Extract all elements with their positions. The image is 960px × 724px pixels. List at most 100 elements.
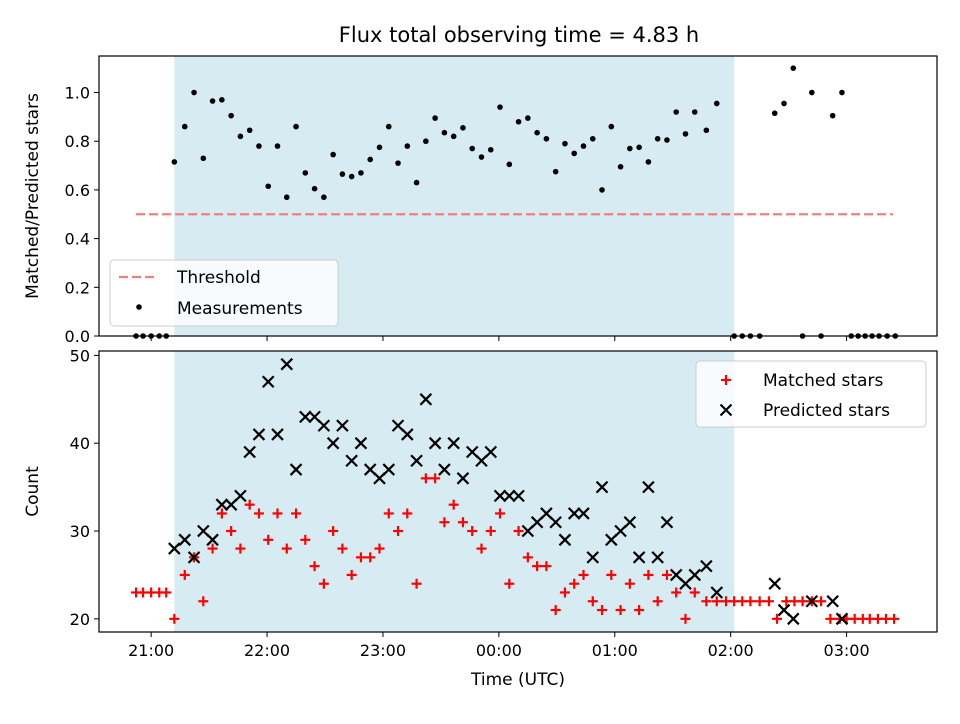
measurement-point <box>571 150 578 157</box>
predicted-star-point <box>493 489 507 503</box>
measurement-point <box>809 89 815 96</box>
matched-star-point <box>365 552 376 563</box>
y-axis-label: Matched/Predicted stars <box>23 93 43 299</box>
measurement-point <box>487 146 494 153</box>
bottom-panel: 20 30 40 50 21:00 22:00 23:00 00:00 01:00 02:00 03… <box>23 346 938 690</box>
legend: Matched stars Predicted stars <box>695 360 927 428</box>
predicted-star-point <box>623 515 637 529</box>
measurement-point <box>664 137 670 143</box>
matched-star-point <box>318 578 329 589</box>
predicted-star-point <box>688 568 702 582</box>
matched-star-point <box>467 526 478 537</box>
predicted-star-point <box>700 559 713 573</box>
matched-star-point <box>661 569 672 580</box>
x-b <box>632 551 646 564</box>
predicted-star-point <box>354 436 368 450</box>
measurement-point <box>713 100 720 107</box>
y-tick-label: 0.2 <box>65 278 90 297</box>
measurement-point <box>293 123 299 130</box>
predicted-star-point <box>577 507 590 520</box>
predicted-star-point <box>503 489 516 503</box>
predicted-star-point <box>317 419 331 432</box>
measurement-point <box>246 127 253 134</box>
matched-star-point <box>680 613 691 624</box>
observing-window-band <box>174 351 735 632</box>
predicted-star-point <box>512 489 525 503</box>
matched-star-point <box>772 613 783 624</box>
x-b <box>549 515 562 529</box>
x-b <box>391 419 405 432</box>
matched-star-point <box>430 473 441 484</box>
matched-star-point <box>587 596 598 607</box>
x-tick-label: 03:00 <box>824 641 870 660</box>
measurement-point <box>432 115 438 121</box>
x-b <box>669 568 683 582</box>
x-b <box>261 375 275 389</box>
x-b <box>178 533 192 547</box>
x-b <box>651 551 664 564</box>
matched-star-point <box>624 578 635 589</box>
x-b <box>419 393 433 406</box>
measurement-point <box>460 125 466 131</box>
matched-star-point <box>889 613 900 624</box>
measurement-point <box>599 187 605 193</box>
matched-star-point <box>244 499 255 510</box>
matched-star-point <box>634 605 645 616</box>
measurement-point <box>283 194 290 201</box>
legend-matched-label: Matched stars <box>763 371 883 391</box>
measurement-point <box>413 179 420 186</box>
measurement-point <box>829 112 836 119</box>
matched-star-point <box>216 508 227 519</box>
predicted-star-point <box>428 436 442 450</box>
measurement-point <box>256 143 262 149</box>
x-b <box>252 428 266 441</box>
measurement-point <box>339 171 346 177</box>
measurement-point <box>302 170 309 176</box>
predicted-star-point <box>710 586 724 599</box>
matched-star-point <box>689 587 700 598</box>
matched-star-point <box>754 596 765 607</box>
matched-star-point <box>439 517 450 528</box>
matched-star-point <box>615 605 626 616</box>
top-panel: 0.0 0.2 0.4 0.6 0.8 1.0 Matched/Predicted star… <box>23 55 938 346</box>
measurement-point <box>348 173 355 180</box>
predicted-star-point <box>826 594 839 608</box>
predicted-star-point <box>326 436 340 450</box>
measurement-point <box>265 183 272 190</box>
matched-star-point <box>701 596 712 607</box>
predicted-star-point <box>786 612 800 626</box>
matched-star-point <box>495 508 506 519</box>
measurement-point <box>404 143 411 149</box>
measurement-point <box>506 161 513 168</box>
x-b <box>786 612 800 626</box>
predicted-star-point <box>261 375 275 389</box>
matched-star-point <box>541 561 552 572</box>
measurement-point <box>237 133 244 140</box>
matched-star-point <box>606 569 617 580</box>
matched-star-point <box>374 543 385 554</box>
predicted-star-point <box>336 419 349 432</box>
x-b <box>447 436 460 450</box>
predicted-star-point <box>280 357 294 371</box>
measurement-point <box>367 156 374 163</box>
x-b <box>660 515 674 529</box>
predicted-star-point <box>206 533 219 547</box>
x-b <box>595 480 609 494</box>
matched-star-point <box>578 569 589 580</box>
matched-star-point <box>355 552 366 563</box>
x-b <box>345 454 358 468</box>
legend: Threshold Measurements <box>109 259 339 327</box>
measurement-point <box>478 154 485 160</box>
predicted-star-point <box>243 445 256 459</box>
matched-star-point <box>569 578 580 589</box>
legend-box <box>109 259 339 327</box>
measurement-point <box>781 100 787 107</box>
measurement-point <box>525 115 531 121</box>
matched-star-point <box>263 534 274 545</box>
x-b <box>299 410 312 424</box>
x-b <box>777 603 791 617</box>
x-b <box>805 594 819 608</box>
matched-star-point <box>448 499 459 510</box>
measurement-point <box>321 194 327 201</box>
chart-title: Flux total observing time = 4.83 h <box>339 23 699 47</box>
